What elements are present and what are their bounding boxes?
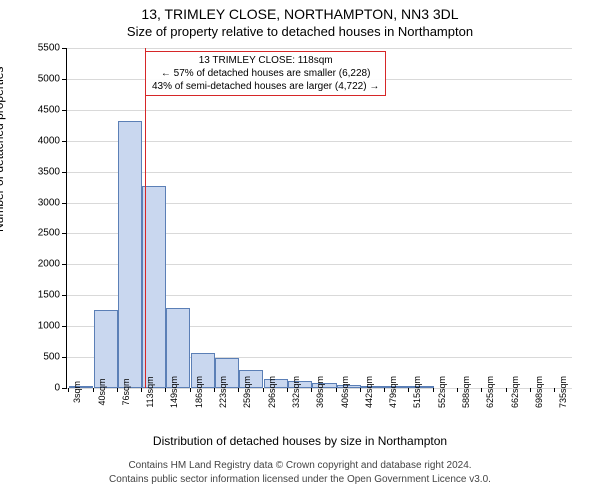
y-tick-label: 1500	[38, 290, 60, 301]
x-tick-mark	[360, 388, 361, 392]
x-tick-mark	[384, 388, 385, 392]
figure: 13, TRIMLEY CLOSE, NORTHAMPTON, NN3 3DL …	[0, 0, 600, 500]
y-tick-label: 3500	[38, 166, 60, 177]
y-tick-mark	[62, 326, 66, 327]
gridline	[67, 110, 572, 111]
y-tick-mark	[62, 295, 66, 296]
x-tick-label: 113sqm	[145, 376, 155, 407]
annotation-line3: 43% of semi-detached houses are larger (…	[152, 80, 379, 93]
gridline	[67, 48, 572, 49]
x-tick-label: 735sqm	[558, 376, 568, 408]
gridline	[67, 141, 572, 142]
x-tick-label: 40sqm	[97, 378, 107, 405]
y-tick-label: 5000	[38, 73, 60, 84]
x-tick-mark	[93, 388, 94, 392]
x-tick-mark	[408, 388, 409, 392]
x-tick-mark	[457, 388, 458, 392]
y-tick-label: 5500	[38, 43, 60, 54]
x-tick-mark	[263, 388, 264, 392]
x-tick-label: 552sqm	[437, 376, 447, 408]
x-tick-label: 259sqm	[242, 376, 252, 408]
y-tick-label: 500	[43, 352, 60, 363]
y-tick-mark	[62, 48, 66, 49]
y-tick-mark	[62, 141, 66, 142]
y-tick-mark	[62, 233, 66, 234]
chart-suptitle: 13, TRIMLEY CLOSE, NORTHAMPTON, NN3 3DL	[0, 6, 600, 22]
x-tick-mark	[311, 388, 312, 392]
x-tick-mark	[238, 388, 239, 392]
annotation-line2: ← 57% of detached houses are smaller (6,…	[152, 67, 379, 80]
x-tick-mark	[530, 388, 531, 392]
y-tick-mark	[62, 79, 66, 80]
x-tick-label: 515sqm	[412, 376, 422, 408]
y-tick-label: 2000	[38, 259, 60, 270]
y-tick-mark	[62, 388, 66, 389]
x-tick-mark	[214, 388, 215, 392]
gridline	[67, 172, 572, 173]
y-tick-label: 4000	[38, 135, 60, 146]
histogram-bar	[118, 121, 142, 388]
x-tick-mark	[433, 388, 434, 392]
x-tick-mark	[190, 388, 191, 392]
y-tick-mark	[62, 172, 66, 173]
x-tick-mark	[287, 388, 288, 392]
x-tick-mark	[117, 388, 118, 392]
x-tick-label: 442sqm	[364, 376, 374, 408]
y-tick-mark	[62, 110, 66, 111]
histogram-bar	[94, 310, 118, 389]
footnote-line2: Contains public sector information licen…	[0, 474, 600, 485]
footnote-line1: Contains HM Land Registry data © Crown c…	[0, 460, 600, 471]
x-tick-label: 479sqm	[388, 376, 398, 408]
plot-area: 13 TRIMLEY CLOSE: 118sqm← 57% of detache…	[66, 48, 572, 389]
x-tick-mark	[68, 388, 69, 392]
x-tick-label: 698sqm	[534, 376, 544, 408]
y-tick-label: 1000	[38, 321, 60, 332]
y-tick-mark	[62, 264, 66, 265]
y-tick-label: 2500	[38, 228, 60, 239]
x-tick-label: 588sqm	[461, 376, 471, 408]
x-tick-mark	[481, 388, 482, 392]
y-tick-label: 3000	[38, 197, 60, 208]
chart-subtitle: Size of property relative to detached ho…	[0, 24, 600, 39]
x-tick-label: 369sqm	[315, 376, 325, 408]
x-tick-label: 76sqm	[121, 378, 131, 405]
x-tick-label: 406sqm	[340, 376, 350, 408]
x-tick-mark	[554, 388, 555, 392]
x-axis-label: Distribution of detached houses by size …	[0, 434, 600, 448]
x-tick-label: 296sqm	[267, 376, 277, 408]
y-tick-label: 0	[54, 383, 60, 394]
y-axis-label: Number of detached properties	[0, 67, 6, 232]
x-tick-mark	[506, 388, 507, 392]
x-tick-label: 625sqm	[485, 376, 495, 408]
y-tick-label: 4500	[38, 104, 60, 115]
y-tick-mark	[62, 357, 66, 358]
x-tick-label: 223sqm	[218, 376, 228, 408]
x-tick-label: 186sqm	[194, 376, 204, 408]
x-tick-mark	[141, 388, 142, 392]
property-marker-line	[145, 48, 146, 388]
x-tick-label: 662sqm	[510, 376, 520, 408]
x-tick-label: 332sqm	[291, 376, 301, 408]
annotation-box: 13 TRIMLEY CLOSE: 118sqm← 57% of detache…	[145, 51, 386, 96]
x-tick-mark	[336, 388, 337, 392]
annotation-line1: 13 TRIMLEY CLOSE: 118sqm	[152, 54, 379, 67]
x-tick-label: 149sqm	[169, 376, 179, 408]
x-tick-label: 3sqm	[72, 381, 82, 403]
x-tick-mark	[165, 388, 166, 392]
y-tick-mark	[62, 203, 66, 204]
